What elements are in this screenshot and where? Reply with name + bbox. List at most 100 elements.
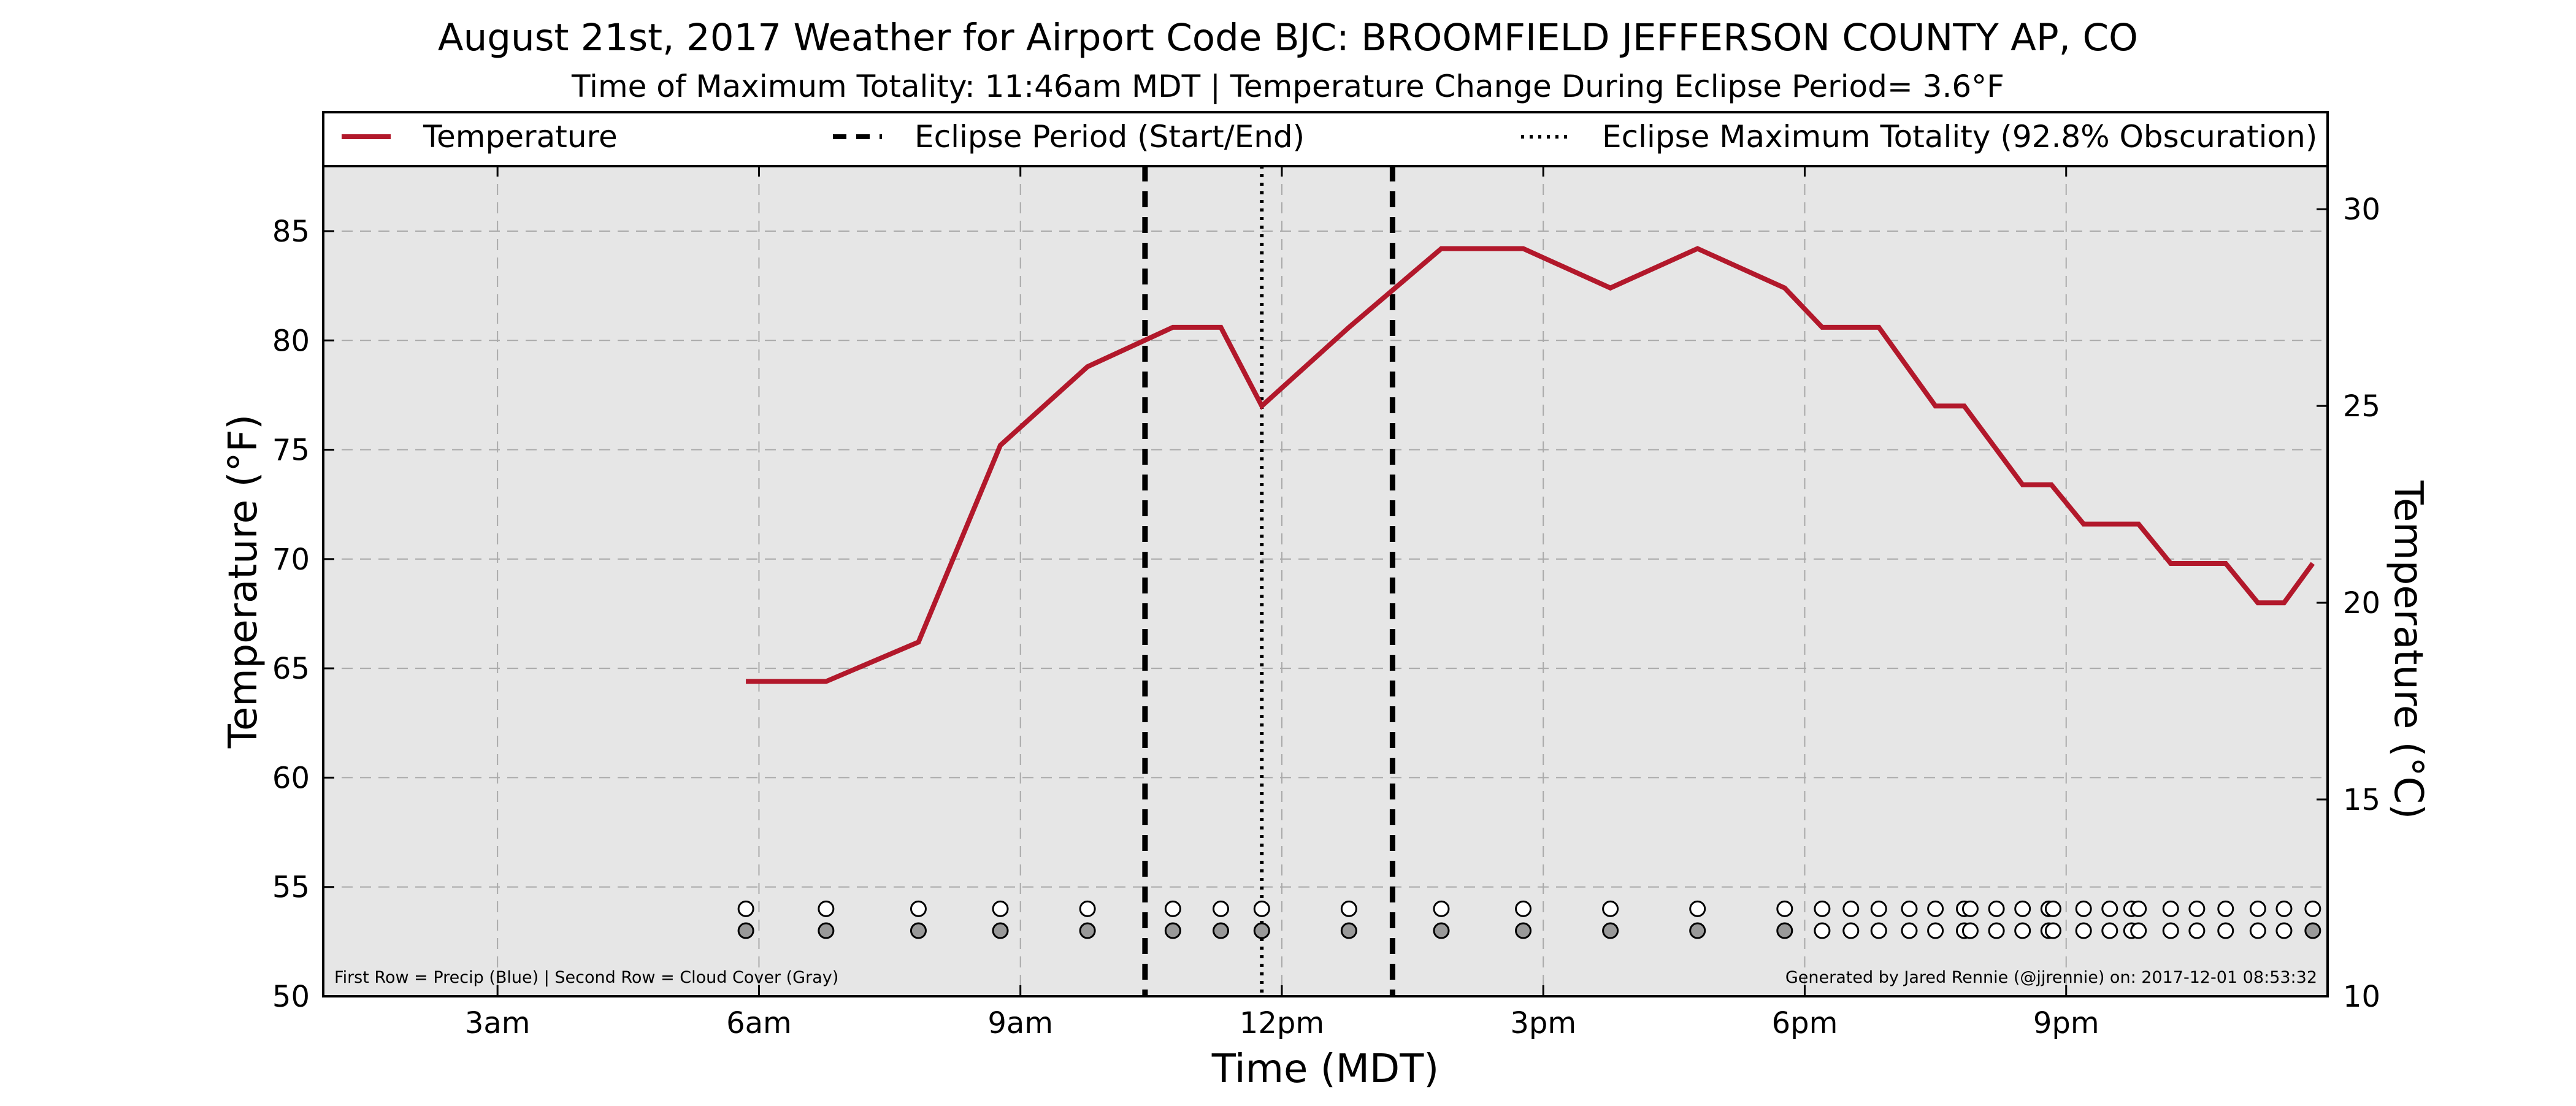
precip-marker (910, 900, 927, 917)
x-tick-label: 3am (465, 1006, 531, 1040)
cloud-cover-marker (1842, 922, 1860, 939)
cloud-cover-marker (1212, 922, 1229, 939)
precip-marker (2188, 900, 2206, 917)
precip-marker (1602, 900, 1619, 917)
y-tick-label-left: 85 (272, 215, 310, 249)
chart-title: August 21st, 2017 Weather for Airport Co… (438, 16, 2138, 59)
precip-marker (2249, 900, 2266, 917)
cloud-cover-marker (1340, 922, 1357, 939)
precip-marker (1212, 900, 1229, 917)
precip-marker (1814, 900, 1831, 917)
cloud-cover-marker (818, 922, 835, 939)
y-tick-label-right: 10 (2343, 980, 2380, 1014)
precip-marker (2101, 900, 2118, 917)
cloud-cover-marker (2044, 922, 2061, 939)
precip-marker (1927, 900, 1944, 917)
generated-by-note: Generated by Jared Rennie (@jjrennie) on… (1785, 968, 2317, 987)
cloud-cover-marker (1988, 922, 2005, 939)
y-tick-label-left: 60 (272, 761, 310, 795)
cloud-cover-marker (2014, 922, 2031, 939)
x-tick-label: 9pm (2033, 1006, 2099, 1040)
y-tick-label-right: 15 (2343, 783, 2380, 817)
cloud-cover-marker (1079, 922, 1096, 939)
x-tick-label: 3pm (1510, 1006, 1576, 1040)
cloud-cover-marker (1164, 922, 1181, 939)
precip-marker (818, 900, 835, 917)
precip-marker (2275, 900, 2293, 917)
precip-marker (1776, 900, 1793, 917)
precip-marker (992, 900, 1009, 917)
precip-marker (2075, 900, 2092, 917)
temperature-series (746, 246, 2315, 684)
y-tick-label-right: 20 (2343, 586, 2380, 620)
y-tick-label-left: 70 (272, 543, 310, 577)
precip-marker (2304, 900, 2321, 917)
cloud-cover-marker (1602, 922, 1619, 939)
cloud-cover-marker (910, 922, 927, 939)
cloud-cover-marker (1814, 922, 1831, 939)
chart-subtitle: Time of Maximum Totality: 11:46am MDT | … (571, 69, 2004, 104)
x-axis-label: Time (MDT) (1211, 1047, 1439, 1092)
precip-marker (1870, 900, 1887, 917)
precip-marker (2130, 900, 2147, 917)
eclipse-markers (1142, 166, 1395, 996)
legend-eclipse-period-label: Eclipse Period (Start/End) (914, 119, 1305, 154)
precip-marker (1164, 900, 1181, 917)
cloud-cover-marker (2249, 922, 2266, 939)
x-tick-label: 6am (726, 1006, 792, 1040)
x-tick-label: 12pm (1240, 1006, 1324, 1040)
precip-marker (1961, 900, 1979, 917)
cloud-cover-marker (1776, 922, 1793, 939)
cloud-cover-marker (2162, 922, 2179, 939)
cloud-cover-marker (1927, 922, 1944, 939)
cloud-cover-marker (1253, 922, 1270, 939)
precip-cloud-markers (737, 900, 2321, 939)
precip-marker (2014, 900, 2031, 917)
x-tick-label: 9am (987, 1006, 1053, 1040)
precip-marker (1253, 900, 1270, 917)
cloud-cover-marker (2188, 922, 2206, 939)
precip-marker (1433, 900, 1450, 917)
legend-eclipse-max-label: Eclipse Maximum Totality (92.8% Obscurat… (1602, 119, 2317, 154)
y-tick-label-left: 75 (272, 433, 310, 468)
cloud-cover-marker (1433, 922, 1450, 939)
cloud-cover-marker (2130, 922, 2147, 939)
cloud-cover-marker (1870, 922, 1887, 939)
precip-marker (1988, 900, 2005, 917)
precip-marker (1079, 900, 1096, 917)
legend-temperature-label: Temperature (423, 119, 618, 154)
row-legend-note: First Row = Precip (Blue) | Second Row =… (334, 968, 838, 987)
cloud-cover-marker (2275, 922, 2293, 939)
precip-marker (737, 900, 754, 917)
cloud-cover-marker (737, 922, 754, 939)
cloud-cover-marker (2304, 922, 2321, 939)
cloud-cover-marker (1961, 922, 1979, 939)
cloud-cover-marker (1515, 922, 1532, 939)
y-tick-label-right: 25 (2343, 389, 2380, 424)
y-tick-label-left: 50 (272, 980, 310, 1014)
y-tick-label-right: 30 (2343, 193, 2380, 227)
precip-marker (1515, 900, 1532, 917)
precip-marker (1901, 900, 1918, 917)
cloud-cover-marker (2075, 922, 2092, 939)
legend: Temperature Eclipse Period (Start/End) E… (322, 111, 2329, 167)
y-tick-label-left: 55 (272, 871, 310, 905)
precip-marker (1842, 900, 1860, 917)
cloud-cover-marker (1901, 922, 1918, 939)
cloud-cover-marker (1689, 922, 1706, 939)
precip-marker (2044, 900, 2061, 917)
x-tick-label: 6pm (1772, 1006, 1838, 1040)
precip-marker (1340, 900, 1357, 917)
y-tick-label-left: 65 (272, 652, 310, 686)
cloud-cover-marker (2217, 922, 2234, 939)
precip-marker (1689, 900, 1706, 917)
cloud-cover-marker (992, 922, 1009, 939)
precip-marker (2217, 900, 2234, 917)
legend-box (322, 111, 2329, 167)
plot-area (323, 166, 2328, 996)
cloud-cover-marker (2101, 922, 2118, 939)
precip-marker (2162, 900, 2179, 917)
y-axis-label-right: Temperature (°C) (2385, 480, 2431, 819)
